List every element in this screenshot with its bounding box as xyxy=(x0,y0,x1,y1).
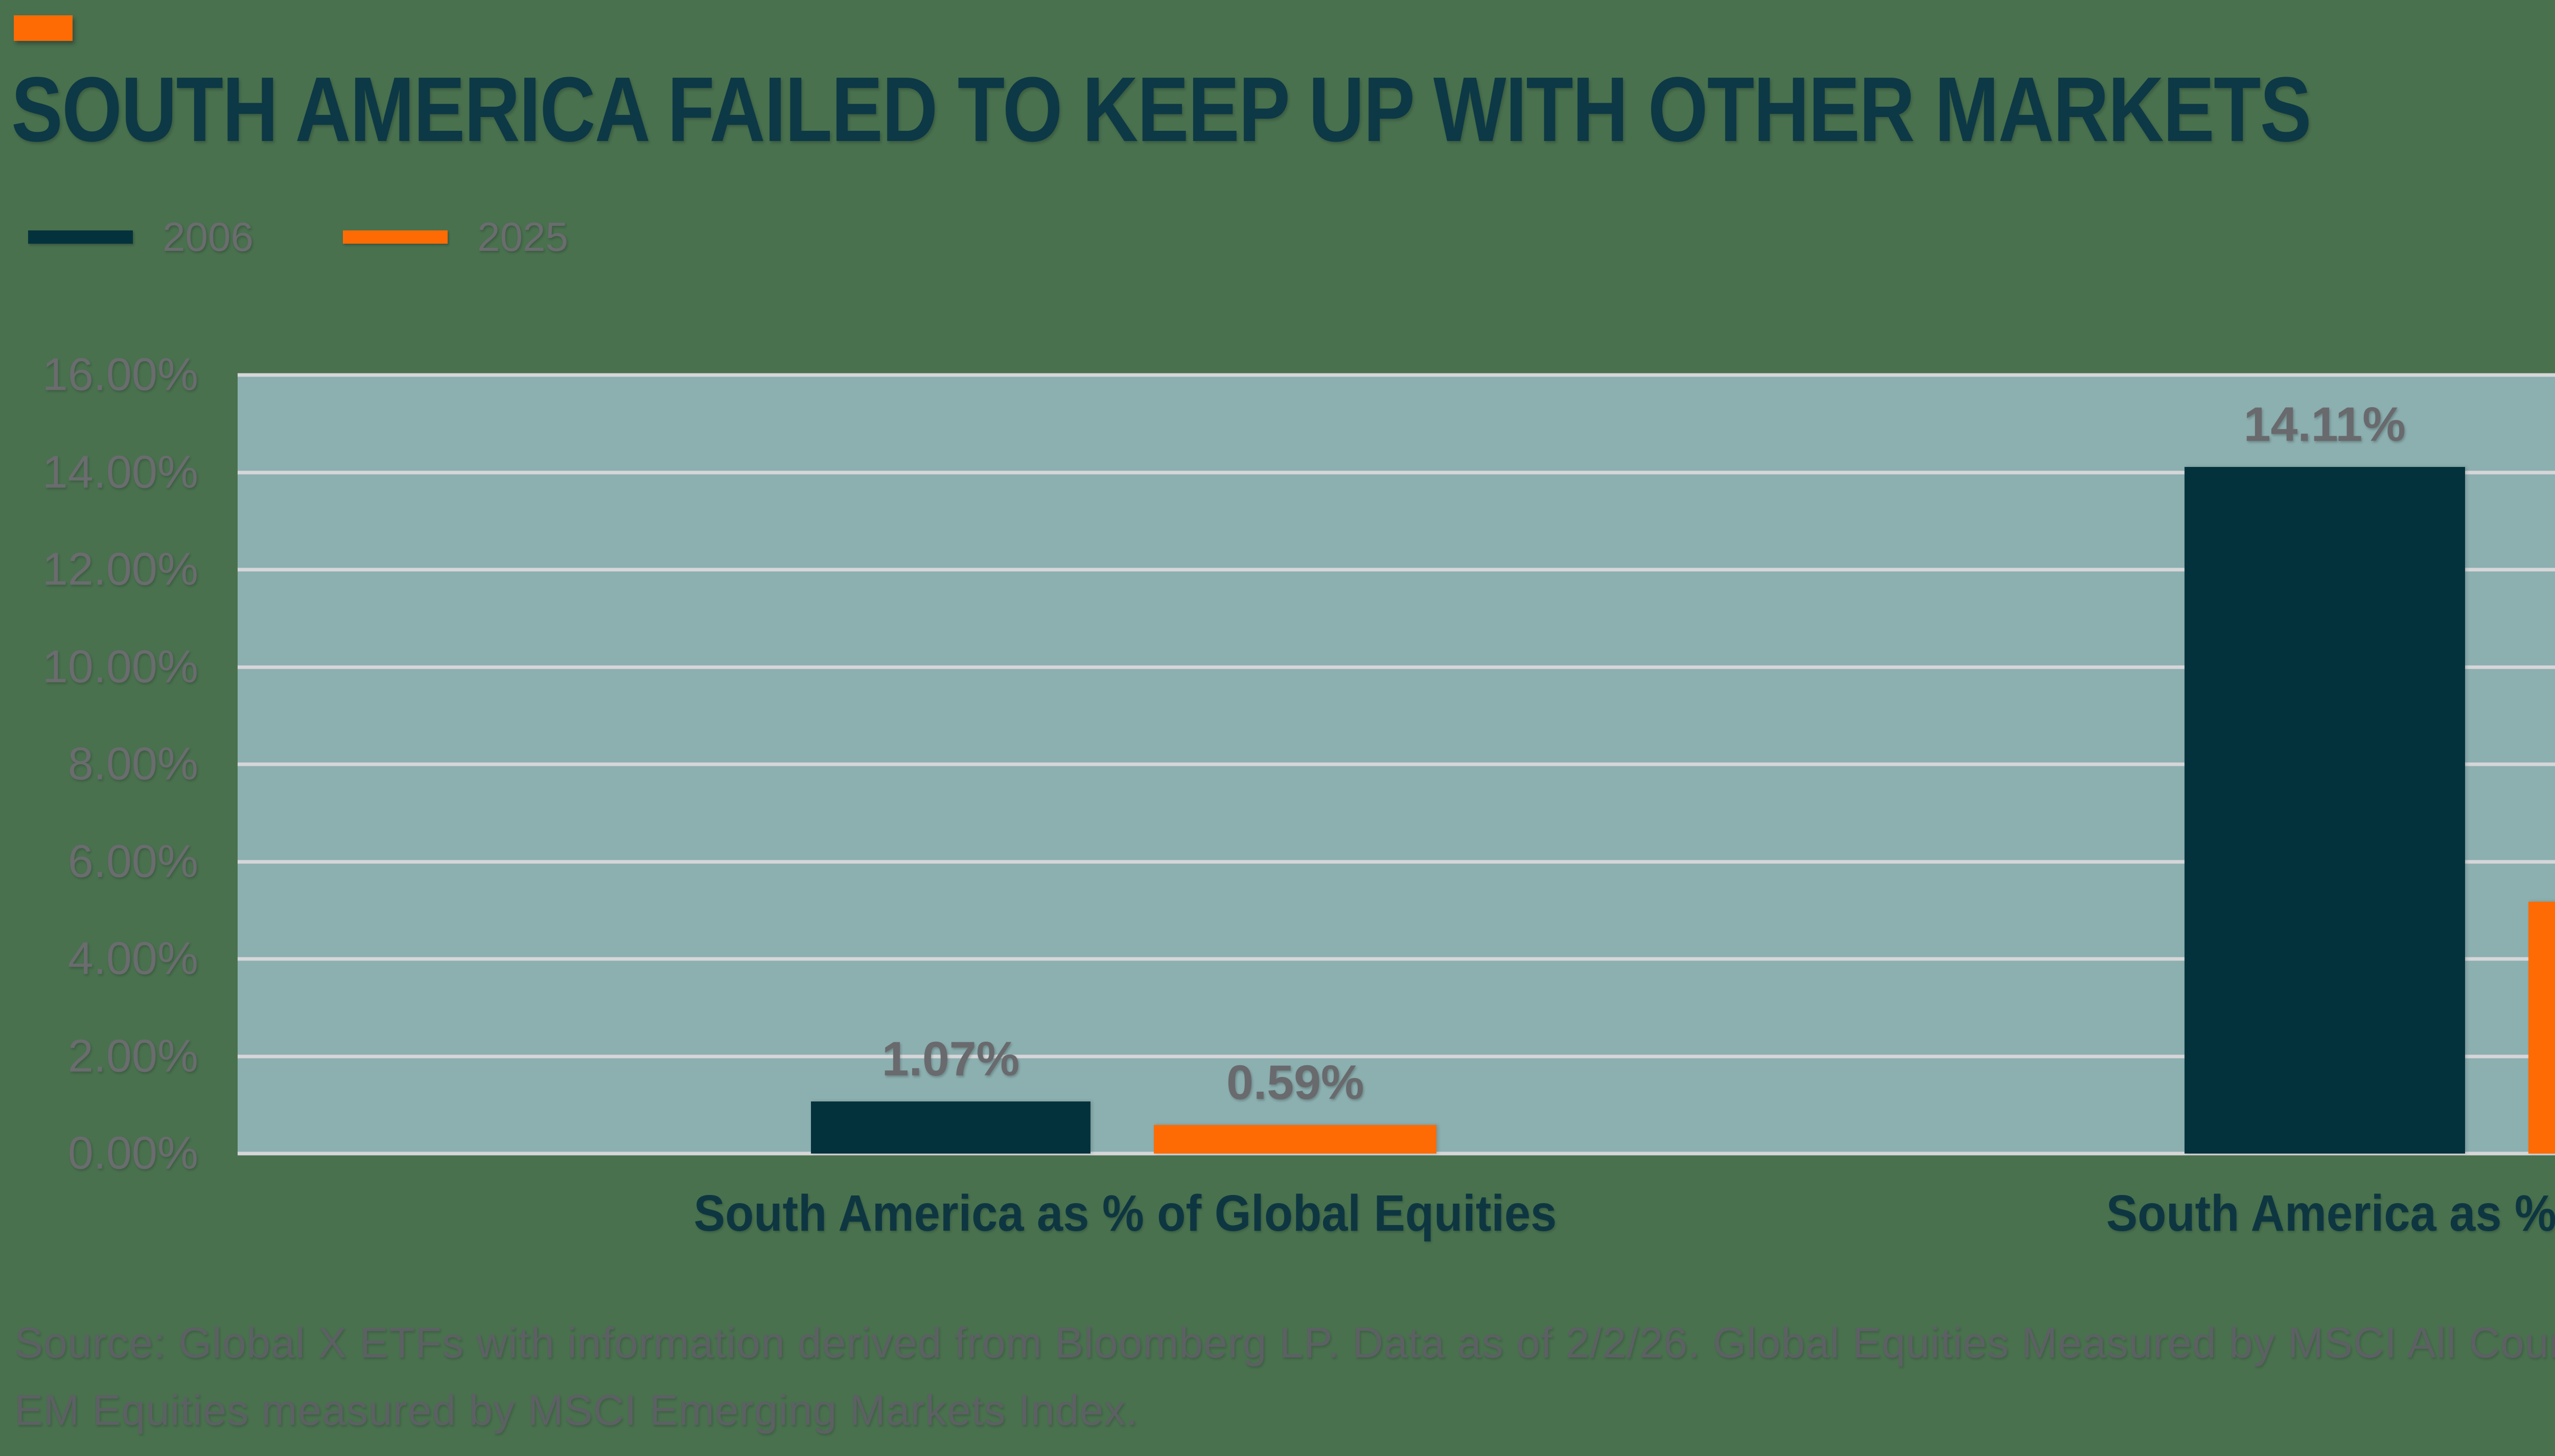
bar-2025-global-equities: 0.59% xyxy=(1154,1055,1437,1154)
chart-title: SOUTH AMERICA FAILED TO KEEP UP WITH OTH… xyxy=(11,58,2312,161)
legend-item-2006: 2006 xyxy=(28,214,253,261)
gridline-4 xyxy=(238,957,2555,961)
legend-label-2025: 2025 xyxy=(477,214,568,260)
legend-swatch-2006 xyxy=(28,230,133,244)
gridline-14 xyxy=(238,471,2555,474)
gridline-10 xyxy=(238,665,2555,669)
y-tick-6: 6.00% xyxy=(67,836,198,887)
y-tick-0: 0.00% xyxy=(67,1128,198,1179)
gridline-8 xyxy=(238,762,2555,766)
y-tick-8: 8.00% xyxy=(67,738,198,790)
bar-2025-em-equities: 5.18% xyxy=(2528,901,2555,1154)
gridline-12 xyxy=(238,568,2555,572)
category-label-em-equities: South America as % of EM Equities xyxy=(2106,1185,2555,1242)
bar-2006-em-equities: 14.11% xyxy=(2184,397,2465,1154)
y-tick-4: 4.00% xyxy=(67,933,198,984)
y-tick-16: 16.00% xyxy=(42,349,198,401)
brand-accent-bar xyxy=(14,15,73,41)
y-tick-2: 2.00% xyxy=(67,1030,198,1082)
plot-area: 1.07% 0.59% 14.11% 5.18% xyxy=(238,373,2555,1156)
bar-2006-global-equities: 1.07% xyxy=(810,1032,1091,1154)
legend: 2006 2025 xyxy=(28,210,568,264)
legend-swatch-2025 xyxy=(342,230,448,244)
bar-value-label-2006-em: 14.11% xyxy=(2243,397,2406,452)
legend-item-2025: 2025 xyxy=(342,214,568,261)
gridline-0 xyxy=(238,1152,2555,1156)
bar-value-label-2006-global: 1.07% xyxy=(881,1032,1020,1087)
y-tick-14: 14.00% xyxy=(42,447,198,498)
gridline-2 xyxy=(238,1054,2555,1058)
y-tick-10: 10.00% xyxy=(42,641,198,692)
legend-label-2006: 2006 xyxy=(162,214,253,260)
source-note: Source: Global X ETFs with information d… xyxy=(14,1309,2555,1444)
gridline-16 xyxy=(238,373,2555,377)
y-axis: 16.00% 14.00% 12.00% 10.00% 8.00% 6.00% … xyxy=(0,349,198,1179)
category-label-global-equities: South America as % of Global Equities xyxy=(693,1185,1557,1242)
bar-value-label-2025-global: 0.59% xyxy=(1226,1055,1364,1110)
source-line-1: Source: Global X ETFs with information d… xyxy=(14,1319,2555,1367)
gridline-6 xyxy=(238,860,2555,863)
source-line-2: EM Equities measured by MSCI Emerging Ma… xyxy=(14,1386,1139,1434)
y-tick-12: 12.00% xyxy=(42,544,198,595)
